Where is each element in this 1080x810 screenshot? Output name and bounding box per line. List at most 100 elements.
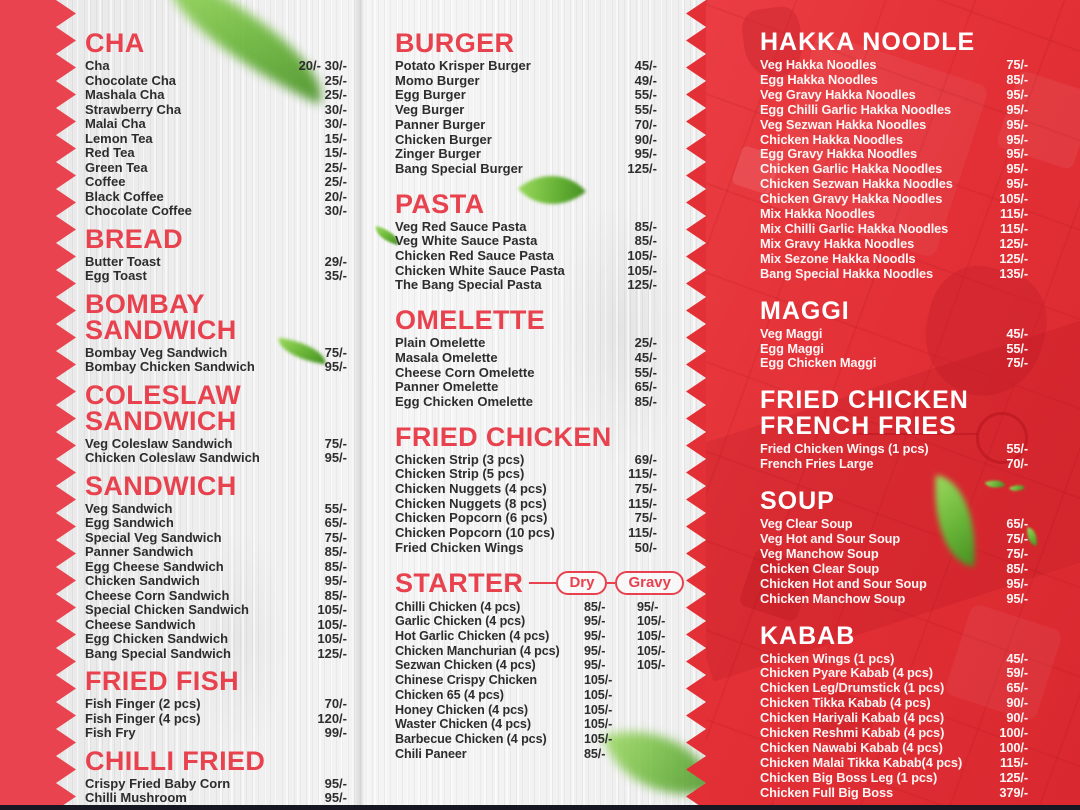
menu-item-row: Egg Gravy Hakka Noodles 95/-	[760, 147, 1028, 162]
item-price: 100/-	[999, 725, 1028, 741]
menu-item-row: Barbecue Chicken (4 pcs) 105/-	[395, 732, 684, 747]
section-title: BURGER	[395, 28, 515, 58]
item-price: 95/-	[1006, 176, 1028, 192]
menu-item-row: Chicken Reshmi Kabab (4 pcs) 100/-	[760, 725, 1028, 741]
item-name: Chicken Clear Soup	[760, 560, 880, 576]
item-name: Strawberry Cha	[85, 101, 182, 117]
section-title: SOUP	[760, 487, 835, 516]
item-price: 75/-	[634, 510, 657, 526]
item-price-dry: 85/-	[584, 599, 606, 614]
item-price: 85/-	[324, 558, 347, 574]
section-title: BOMBAY SANDWICH	[85, 288, 237, 345]
menu-item-row: Chicken White Sauce Pasta 105/-	[395, 262, 657, 279]
item-price: 105/-	[627, 262, 657, 278]
menu-item-row: Chicken Gravy Hakka Noodles 105/-	[760, 191, 1028, 207]
menu-item-row: Chicken Nuggets (4 pcs) 75/-	[395, 481, 657, 497]
item-name: Chicken White Sauce Pasta	[395, 262, 565, 278]
item-name: Veg Burger	[395, 102, 465, 118]
item-price-dry: 85/-	[584, 746, 606, 761]
menu-item-row: Veg Burger 55/-	[395, 102, 657, 118]
item-price: 95/-	[634, 146, 657, 162]
item-price: 45/-	[1006, 325, 1028, 341]
item-price: 75/-	[1006, 57, 1028, 72]
menu-item-row: Chicken Manchow Soup 95/-	[760, 591, 1028, 607]
item-price: 105/-	[317, 616, 347, 632]
item-name: Egg Burger	[395, 87, 466, 103]
item-name: Veg Manchow Soup	[760, 545, 879, 561]
item-price-dry: 105/-	[584, 673, 613, 688]
menu-item-row: Chicken Clear Soup 85/-	[760, 560, 1028, 577]
menu-section-fried-chicken: FRIED CHICKEN Chicken Strip (3 pcs) 69/- Ch…	[395, 423, 657, 556]
item-name: Chicken Popcorn (10 pcs)	[395, 525, 555, 541]
item-name: Egg Chicken Omelette	[395, 393, 533, 409]
menu-item-row: Chicken Full Big Boss 379/-	[760, 785, 1028, 801]
item-name: Chocolate Coffee	[85, 203, 192, 218]
item-name: Chicken Leg/Drumstick (1 pcs)	[760, 680, 945, 696]
item-name: Potato Krisper Burger	[395, 58, 531, 73]
panel-pattern-line	[856, 433, 978, 435]
menu-item-row: Coffee 25/-	[85, 174, 347, 190]
menu-item-row: Malai Cha 30/-	[85, 116, 347, 132]
item-name: Zinger Burger	[395, 146, 481, 162]
item-name: Veg White Sauce Pasta	[395, 233, 538, 249]
item-name: Chilli Mushroom	[85, 790, 187, 805]
item-name: Chinese Crispy Chicken	[395, 673, 537, 688]
item-price-dry: 105/-	[584, 687, 613, 702]
item-name: Bang Special Hakka Noodles	[760, 265, 934, 281]
menu-item-row: Panner Omelette 65/-	[395, 380, 657, 395]
item-price: 85/-	[1006, 560, 1028, 576]
item-name: Egg Toast	[85, 268, 147, 283]
item-price: 105/-	[317, 631, 347, 646]
item-name: Momo Burger	[395, 72, 480, 88]
menu-item-row: Chinese Crispy Chicken 105/-	[395, 673, 684, 688]
menu-item-row: Bombay Chicken Sandwich 95/-	[85, 359, 347, 375]
item-price: 95/-	[1006, 116, 1028, 132]
item-name: Chicken Pyare Kabab (4 pcs)	[760, 665, 933, 681]
item-price: 25/-	[324, 159, 347, 175]
menu-item-row: Veg Manchow Soup 75/-	[760, 545, 1028, 562]
item-name: Chicken Hakka Noodles	[760, 131, 903, 147]
section-title: COLESLAW SANDWICH	[85, 379, 242, 436]
menu-item-row: Veg Gravy Hakka Noodles 95/-	[760, 86, 1028, 103]
menu-section-maggi: MAGGI Veg Maggi 45/- Egg Maggi 55/- Egg Chick…	[760, 298, 1028, 372]
item-name: Fried Chicken Wings	[395, 539, 524, 555]
item-price: 55/-	[1006, 441, 1028, 457]
item-price: 95/-	[324, 573, 347, 588]
section-head: PASTA	[395, 190, 657, 217]
item-price: 45/-	[1006, 650, 1028, 666]
item-name: Chicken 65 (4 pcs)	[395, 687, 504, 702]
menu-item-row: Egg Chilli Garlic Hakka Noodles 95/-	[760, 102, 1028, 118]
item-name: Fish Finger (2 pcs)	[85, 696, 201, 711]
menu-section-sandwich: SANDWICH Veg Sandwich 55/- Egg Sandwich 65/-…	[85, 472, 347, 662]
item-price: 125/-	[999, 235, 1028, 251]
menu-item-row: Chicken Sandwich 95/-	[85, 573, 347, 589]
item-name: Chicken Coleslaw Sandwich	[85, 450, 260, 465]
section-head: FRIED FISH	[85, 668, 347, 695]
item-price: 55/-	[634, 87, 657, 103]
menu-section-bread: BREAD Butter Toast 29/- Egg Toast 35/-	[85, 225, 347, 284]
section-head: STARTER Dry Gravy	[395, 569, 684, 596]
item-price: 125/-	[627, 160, 657, 176]
left-red-band	[0, 0, 56, 810]
menu-item-row: Egg Chicken Sandwich 105/-	[85, 631, 347, 647]
item-name: Chicken Popcorn (6 pcs)	[395, 510, 548, 526]
item-price: 55/-	[634, 102, 657, 118]
item-name: Chicken Malai Tikka Kabab(4 pcs)	[760, 754, 963, 770]
item-price: 75/-	[634, 481, 657, 497]
menu-item-row: French Fries Large 70/-	[760, 456, 1028, 472]
item-name: Chicken Nawabi Kabab (4 pcs)	[760, 740, 943, 755]
item-price: 95/-	[1006, 86, 1028, 102]
item-name: Honey Chicken (4 pcs)	[395, 702, 528, 717]
menu-item-row: Zinger Burger 95/-	[395, 147, 657, 162]
item-price: 95/-	[1006, 575, 1028, 591]
menu-item-row: Chili Paneer 85/-	[395, 747, 684, 762]
menu-item-row: Cheese Sandwich 105/-	[85, 616, 347, 633]
menu-item-row: Chicken Nawabi Kabab (4 pcs) 100/-	[760, 740, 1028, 756]
menu-item-row: Chicken Malai Tikka Kabab(4 pcs) 115/-	[760, 754, 1028, 771]
menu-section-chilli-fried: CHILLI FRIED Crispy Fried Baby Corn 95/- Ch…	[85, 747, 347, 806]
menu-item-row: Chicken Pyare Kabab (4 pcs) 59/-	[760, 666, 1028, 681]
item-name: Fish Finger (4 pcs)	[85, 710, 201, 726]
item-price-dry: 105/-	[584, 702, 613, 717]
menu-section-starter: STARTER Dry Gravy Chilli Chicken (4 pcs) 85/…	[395, 569, 684, 762]
item-price: 15/-	[324, 145, 347, 160]
